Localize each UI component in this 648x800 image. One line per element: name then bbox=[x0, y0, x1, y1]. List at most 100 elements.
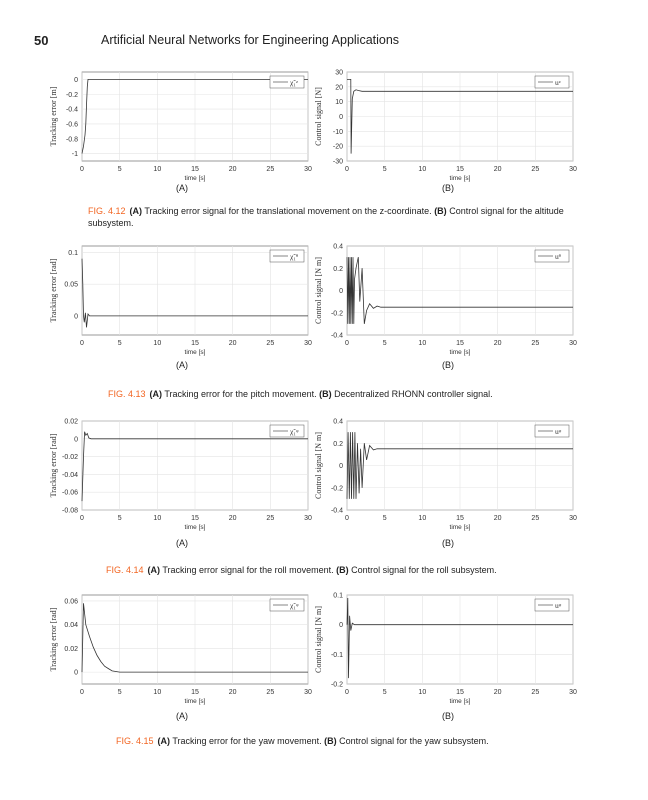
x-tick-label: 20 bbox=[229, 340, 237, 347]
y-tick-label: -0.8 bbox=[66, 136, 78, 143]
caption-label: (B) bbox=[319, 389, 332, 399]
y-axis-label: Control signal [N m] bbox=[314, 432, 323, 499]
legend-entry: χ̃₁ᶿ bbox=[290, 252, 298, 261]
x-tick-label: 20 bbox=[229, 166, 237, 173]
figure-number: FIG. 4.12 bbox=[88, 206, 126, 216]
chart-svg: 0 5 10 15 20 25 30 -0.4 -0.2 0 0.2 0.4 time [s] Contr… bbox=[314, 244, 577, 357]
x-tick-label: 30 bbox=[304, 689, 312, 696]
series-line bbox=[346, 597, 573, 679]
x-axis-label: time [s] bbox=[185, 349, 206, 356]
caption-label: (A) bbox=[157, 736, 171, 746]
x-tick-label: 20 bbox=[494, 340, 502, 347]
x-tick-label: 0 bbox=[345, 166, 349, 173]
x-tick-label: 10 bbox=[418, 515, 426, 522]
legend-entry: χ̃₁ᵠ bbox=[290, 427, 299, 436]
x-tick-label: 25 bbox=[266, 515, 274, 522]
series-line bbox=[81, 258, 308, 328]
legend-entry: uᵠ bbox=[555, 427, 562, 436]
caption-label: (B) bbox=[324, 736, 337, 746]
y-tick-label: 0.4 bbox=[333, 244, 343, 251]
x-tick-label: 25 bbox=[266, 166, 274, 173]
x-tick-label: 5 bbox=[383, 340, 387, 347]
y-tick-label: -0.2 bbox=[331, 485, 343, 492]
y-tick-label: -0.2 bbox=[66, 92, 78, 99]
x-axis-label: time [s] bbox=[450, 698, 471, 705]
caption-label: (A) bbox=[147, 565, 161, 575]
caption-label: (A) bbox=[129, 206, 143, 216]
x-tick-label: 25 bbox=[531, 340, 539, 347]
y-tick-label: -0.04 bbox=[62, 472, 78, 479]
figure-caption: FIG. 4.15 (A) Tracking error for the yaw … bbox=[116, 735, 596, 747]
chart-svg: 0 5 10 15 20 25 30 -30 -20 -10 0 10 20 30 time [s] Cont… bbox=[314, 70, 577, 183]
x-tick-label: 20 bbox=[494, 515, 502, 522]
y-axis-label: Tracking error [m] bbox=[49, 86, 58, 146]
x-tick-label: 30 bbox=[304, 166, 312, 173]
y-tick-label: 0 bbox=[339, 622, 343, 629]
x-tick-label: 25 bbox=[531, 689, 539, 696]
x-tick-label: 15 bbox=[456, 689, 464, 696]
y-tick-label: 0.2 bbox=[333, 441, 343, 448]
chart-svg: 0 5 10 15 20 25 30 -0.08 -0.06 -0.04 -0.02 0 0.02 tim… bbox=[49, 419, 312, 532]
chart-4-15b: 0 5 10 15 20 25 30 -0.2 -0.1 0 0.1 time [s] Control … bbox=[302, 591, 602, 721]
y-tick-label: 0 bbox=[339, 463, 343, 470]
x-tick-label: 15 bbox=[191, 689, 199, 696]
y-axis-label: Control signal [N] bbox=[314, 87, 323, 146]
x-tick-label: 10 bbox=[153, 689, 161, 696]
x-tick-label: 0 bbox=[345, 340, 349, 347]
y-tick-label: 0 bbox=[74, 77, 78, 84]
y-tick-label: -0.02 bbox=[62, 454, 78, 461]
x-tick-label: 5 bbox=[383, 689, 387, 696]
figure-caption: FIG. 4.13 (A) Tracking error for the pitc… bbox=[108, 388, 588, 400]
x-tick-label: 0 bbox=[80, 515, 84, 522]
series-line bbox=[81, 78, 308, 154]
x-tick-label: 5 bbox=[383, 166, 387, 173]
x-tick-label: 15 bbox=[456, 166, 464, 173]
caption-text: Decentralized RHONN controller signal. bbox=[331, 389, 493, 399]
subfigure-label: (A) bbox=[176, 183, 188, 193]
x-tick-label: 5 bbox=[118, 166, 122, 173]
x-tick-label: 25 bbox=[266, 340, 274, 347]
x-tick-label: 10 bbox=[153, 340, 161, 347]
series-line bbox=[346, 257, 573, 324]
caption-text: Tracking error for the pitch movement. bbox=[162, 389, 320, 399]
figure-number: FIG. 4.14 bbox=[106, 565, 144, 575]
x-tick-label: 5 bbox=[118, 340, 122, 347]
x-axis-label: time [s] bbox=[185, 175, 206, 182]
legend-entry: uᶿ bbox=[555, 252, 561, 261]
x-tick-label: 20 bbox=[229, 689, 237, 696]
figure-number: FIG. 4.15 bbox=[116, 736, 154, 746]
subfigure-label: (B) bbox=[442, 360, 454, 370]
x-tick-label: 20 bbox=[494, 689, 502, 696]
x-tick-label: 30 bbox=[304, 340, 312, 347]
caption-text: Control signal for the altitude subsyste… bbox=[88, 206, 564, 228]
caption-text: Control signal for the yaw subsystem. bbox=[336, 736, 489, 746]
subfigure-label: (A) bbox=[176, 360, 188, 370]
x-tick-label: 30 bbox=[304, 515, 312, 522]
legend-entry: uᶻ bbox=[555, 78, 561, 87]
y-tick-label: -0.2 bbox=[331, 310, 343, 317]
x-tick-label: 20 bbox=[494, 166, 502, 173]
x-tick-label: 25 bbox=[531, 166, 539, 173]
y-axis-label: Tracking error [rad] bbox=[49, 433, 58, 497]
x-tick-label: 25 bbox=[266, 689, 274, 696]
y-tick-label: 0 bbox=[74, 313, 78, 320]
x-tick-label: 10 bbox=[418, 166, 426, 173]
chart-4-13a: 0 5 10 15 20 25 30 0 0.05 0.1 time [s] Tracking err… bbox=[37, 242, 337, 372]
y-tick-label: 0.2 bbox=[333, 266, 343, 273]
y-tick-label: 20 bbox=[335, 84, 343, 91]
chart-svg: 0 5 10 15 20 25 30 0 0.02 0.04 0.06 time [s] Trackin… bbox=[49, 594, 312, 705]
y-axis-label: Tracking error [rad] bbox=[49, 258, 58, 322]
x-axis-label: time [s] bbox=[450, 524, 471, 531]
x-tick-label: 15 bbox=[456, 515, 464, 522]
x-tick-label: 0 bbox=[80, 340, 84, 347]
x-tick-label: 15 bbox=[191, 166, 199, 173]
y-tick-label: 0.04 bbox=[64, 622, 78, 629]
y-tick-label: 0 bbox=[339, 114, 343, 121]
y-tick-label: 0 bbox=[339, 288, 343, 295]
x-tick-label: 15 bbox=[191, 340, 199, 347]
y-axis-label: Control signal [N m] bbox=[314, 606, 323, 673]
y-tick-label: 0.1 bbox=[68, 250, 78, 257]
chart-svg: 0 5 10 15 20 25 30 -1 -0.8 -0.6 -0.4 -0.2 0 time [s] T… bbox=[49, 71, 312, 182]
chart-4-12b: 0 5 10 15 20 25 30 -30 -20 -10 0 10 20 30 time [s] Cont… bbox=[302, 68, 602, 198]
